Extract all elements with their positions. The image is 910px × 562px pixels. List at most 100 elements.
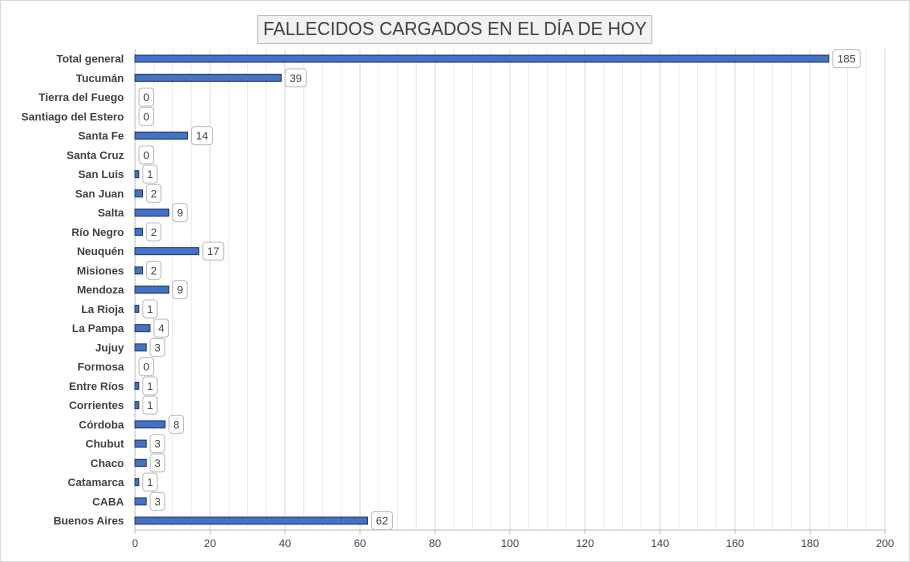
bar [134, 381, 140, 390]
data-label: 0 [143, 362, 149, 374]
bar [134, 304, 140, 313]
data-label: 0 [143, 150, 149, 162]
bar [134, 401, 140, 410]
category-label: Santiago del Estero [21, 111, 124, 123]
data-label: 1 [147, 169, 153, 181]
x-tick-label: 120 [576, 538, 594, 550]
category-label: Santa Cruz [67, 150, 125, 162]
data-label-box [832, 49, 861, 69]
data-label-box [138, 357, 154, 377]
data-label-box [146, 260, 162, 280]
data-label-box [149, 434, 166, 454]
x-tick-label: 40 [279, 538, 291, 550]
category-label: Salta [98, 208, 125, 220]
x-tick-label: 0 [132, 538, 138, 550]
chart-title: FALLECIDOS CARGADOS EN EL DÍA DE HOY [257, 15, 653, 44]
data-label: 17 [207, 246, 219, 258]
data-label: 3 [154, 342, 160, 354]
data-label: 9 [177, 208, 183, 220]
data-label-box [146, 222, 162, 242]
category-label: Chubut [86, 439, 125, 451]
category-label: Córdoba [79, 419, 125, 431]
data-label: 2 [151, 265, 157, 277]
data-label: 1 [147, 381, 153, 393]
data-label-box [138, 87, 154, 107]
x-tick-label: 160 [726, 538, 744, 550]
data-label-box [138, 145, 154, 165]
category-label: Tierra del Fuego [39, 92, 125, 104]
bar [134, 478, 140, 487]
x-tick-label: 60 [354, 538, 366, 550]
data-label: 2 [151, 188, 157, 200]
category-label: Neuquén [77, 246, 124, 258]
category-label: Buenos Aires [53, 516, 124, 528]
data-label: 14 [196, 131, 208, 143]
data-label: 3 [154, 458, 160, 470]
data-label: 0 [143, 92, 149, 104]
data-label-box [138, 106, 154, 126]
category-label: San Luis [78, 169, 124, 181]
category-label: Formosa [78, 362, 125, 374]
bar [134, 73, 282, 82]
data-label: 3 [154, 496, 160, 508]
data-label: 3 [154, 439, 160, 451]
data-label-box [153, 318, 169, 338]
category-label: Misiones [77, 265, 124, 277]
category-label: Santa Fe [78, 131, 124, 143]
data-label-box [142, 395, 158, 415]
bar [134, 54, 830, 63]
bar [134, 516, 368, 525]
x-tick-label: 20 [204, 538, 216, 550]
x-tick-label: 180 [801, 538, 819, 550]
data-label: 39 [290, 73, 302, 85]
data-label: 2 [151, 227, 157, 239]
category-label: Entre Ríos [69, 381, 124, 393]
category-label: Mendoza [77, 285, 125, 297]
data-label: 1 [147, 477, 153, 489]
data-label-box [202, 241, 225, 261]
data-label: 1 [147, 400, 153, 412]
data-label-box [142, 299, 158, 319]
bar [134, 324, 151, 333]
category-label: Chaco [90, 458, 124, 470]
x-tick-label: 100 [501, 538, 519, 550]
category-label: Catamarca [68, 477, 125, 489]
bar [134, 497, 147, 506]
data-label-box [168, 414, 184, 434]
data-label-box [142, 164, 158, 184]
bar [134, 208, 170, 217]
x-tick-label: 80 [429, 538, 441, 550]
data-label-box [172, 203, 188, 223]
data-label-box [172, 280, 188, 300]
category-label: La Rioja [81, 304, 125, 316]
data-label: 8 [173, 419, 179, 431]
bar [134, 131, 188, 140]
data-label-box [146, 183, 162, 203]
bar [134, 343, 147, 352]
category-label: Corrientes [69, 400, 124, 412]
data-label: 185 [837, 54, 855, 66]
data-label-box [142, 376, 158, 396]
data-label-box [149, 337, 166, 357]
data-label-box [191, 126, 213, 146]
bar [134, 247, 200, 256]
category-label: Río Negro [71, 227, 124, 239]
category-label: Tucumán [76, 73, 124, 85]
data-label: 1 [147, 304, 153, 316]
x-tick-label: 140 [651, 538, 669, 550]
data-label-box [149, 453, 166, 473]
bar [134, 266, 143, 275]
x-tick-label: 200 [876, 538, 894, 550]
bar [134, 439, 147, 448]
category-label: San Juan [75, 188, 124, 200]
bar [134, 189, 143, 198]
data-label: 62 [376, 516, 388, 528]
bar [134, 285, 170, 294]
bar [134, 420, 166, 429]
data-label: 9 [177, 285, 183, 297]
data-label: 4 [158, 323, 164, 335]
category-label: Jujuy [95, 342, 125, 354]
bar [134, 170, 140, 179]
data-label: 0 [143, 111, 149, 123]
